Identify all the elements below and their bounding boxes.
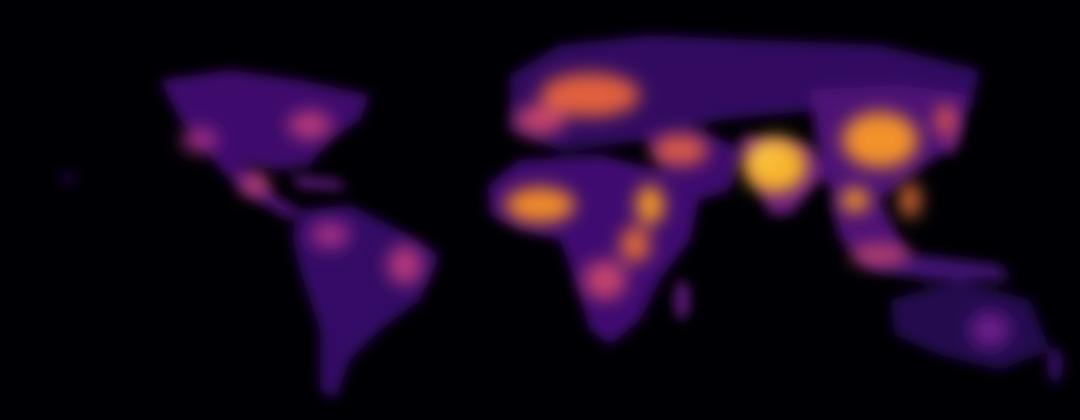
hotspot: [310, 221, 350, 249]
hotspot: [288, 111, 332, 139]
hawaii: [62, 173, 74, 183]
europe-russia: [510, 35, 980, 150]
hotspot: [850, 245, 910, 265]
hotspot: [935, 104, 955, 136]
hotspot: [900, 182, 920, 218]
hotspot: [182, 128, 218, 152]
hotspot: [515, 105, 565, 135]
hotspot: [387, 245, 423, 285]
hotspot: [583, 260, 627, 300]
north-america: [160, 70, 370, 175]
hotspot: [636, 185, 664, 225]
hotspot: [505, 187, 575, 223]
hotspot: [970, 312, 1010, 348]
hotspot: [743, 137, 807, 193]
hotspot: [842, 112, 918, 168]
hotspot: [841, 188, 869, 212]
new-zealand: [1047, 347, 1063, 383]
hotspot: [241, 175, 269, 195]
australia: [890, 280, 1050, 370]
madagascar: [674, 280, 690, 320]
hotspot: [751, 143, 779, 167]
hotspot: [540, 73, 640, 117]
hotspot: [652, 134, 708, 166]
caribbean: [290, 175, 345, 190]
hotspot: [620, 227, 650, 263]
hotspots: [182, 73, 1010, 348]
